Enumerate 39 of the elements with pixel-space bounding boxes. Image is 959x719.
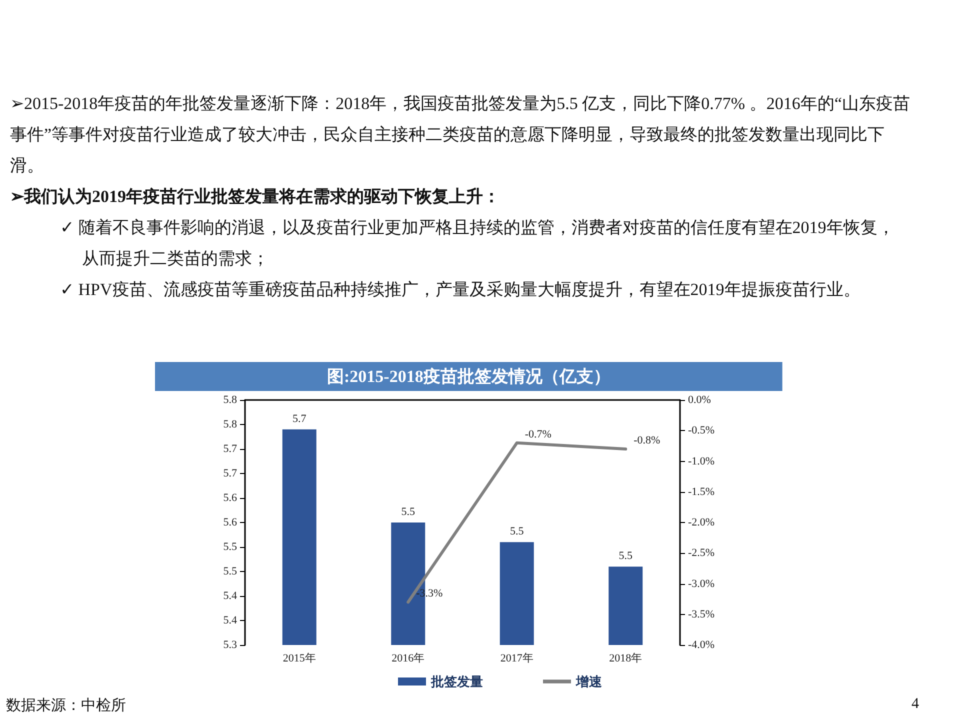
y-tick-label: 5.3 bbox=[223, 639, 238, 651]
y-tick-label: 5.8 bbox=[223, 418, 238, 430]
data-label: 5.7 bbox=[292, 412, 307, 425]
y-tick-label: 5.6 bbox=[223, 492, 238, 504]
y-tick-label: 5.6 bbox=[223, 516, 238, 528]
y-tick-label: 5.4 bbox=[223, 590, 238, 602]
text: ✓ 随着不良事件影响的消退，以及疫苗行业更加严格且持续的监管，消费者对疫苗的信任度有望在2019年恢复，从而提升二类苗的需求； bbox=[59, 217, 896, 270]
chart-title: 图:2015-2018疫苗批签发情况（亿支） bbox=[327, 367, 610, 386]
y2-tick-label: -1.0% bbox=[688, 455, 715, 468]
text: ➢我们认为2019年疫苗行业批签发量将在需求的驱动下恢复上升： bbox=[10, 186, 501, 208]
source-note: 数据来源：中检所 bbox=[6, 696, 126, 715]
y-tick-label: 5.7 bbox=[223, 468, 238, 480]
y2-tick-label: -3.5% bbox=[688, 608, 715, 620]
y-tick-label: 5.5 bbox=[223, 566, 238, 578]
data-label: 5.5 bbox=[401, 506, 416, 518]
text: ➢2015-2018年疫苗的年批签发量逐渐下降：2018年，我国疫苗批签发量为5.5 亿支，同比下降0.77% 。2016年的“山东疫苗事件”等事件对疫苗行业造成了较大冲击，民众自主接种二类疫苗的意愿下降明显，导致最终的批签发数量出现同比下滑。 bbox=[10, 93, 910, 177]
text: ✓ HPV疫苗、流感疫苗等重磅疫苗品种持续推广，产量及采购量大幅度提升，有望在2019年提振疫苗行业。 bbox=[59, 279, 862, 301]
y2-tick-label: -2.0% bbox=[688, 516, 715, 528]
data-label: -0.7% bbox=[524, 428, 552, 440]
x-tick-label: 2017年 bbox=[500, 652, 534, 664]
y2-tick-label: -2.5% bbox=[688, 547, 715, 560]
y-tick-label: 5.4 bbox=[223, 614, 238, 626]
data-label: -0.8% bbox=[634, 434, 660, 446]
x-tick-label: 2015年 bbox=[282, 652, 316, 664]
data-label: 5.5 bbox=[618, 550, 633, 562]
y2-tick-label: -0.5% bbox=[688, 424, 715, 437]
y2-tick-label: 0.0% bbox=[688, 394, 711, 406]
y-tick-label: 5.5 bbox=[223, 541, 238, 553]
legend-label: 批签发量 bbox=[430, 674, 483, 689]
y2-tick-label: -3.0% bbox=[688, 578, 715, 590]
y-tick-label: 5.8 bbox=[223, 394, 238, 406]
x-tick-label: 2016年 bbox=[392, 652, 425, 664]
data-label: 5.5 bbox=[510, 526, 524, 538]
y-tick-label: 5.7 bbox=[223, 443, 238, 455]
y2-tick-label: -1.5% bbox=[688, 486, 715, 498]
legend-label: 增速 bbox=[575, 674, 603, 689]
text: 4 bbox=[912, 696, 919, 713]
y2-tick-label: -4.0% bbox=[688, 639, 715, 651]
x-tick-label: 2018年 bbox=[609, 652, 642, 664]
